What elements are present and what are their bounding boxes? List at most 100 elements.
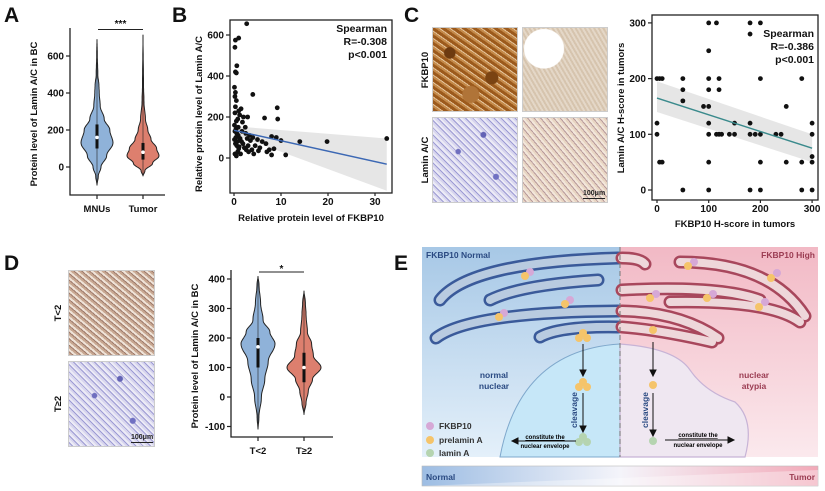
data-point — [680, 87, 686, 93]
data-point — [232, 94, 238, 99]
constitute-right-2: nuclear envelope — [673, 443, 723, 449]
plot-frame-b — [229, 19, 393, 194]
constitute-left-2: nuclear envelope — [520, 444, 570, 450]
data-point — [758, 187, 763, 193]
data-point — [799, 187, 805, 193]
violin-median — [141, 150, 145, 154]
data-point — [266, 147, 272, 153]
x-tick-label: 300 — [804, 204, 821, 215]
scatter-chart-b: Relative protein level of FKBP10 Relativ… — [194, 19, 393, 224]
legend-swatch-lamin — [426, 449, 434, 457]
regression-line — [656, 97, 813, 149]
stat-method-b: Spearman — [336, 23, 387, 35]
data-point — [245, 114, 251, 120]
panel-label-e: E — [394, 252, 408, 275]
violin-median — [256, 345, 260, 349]
data-point — [232, 110, 238, 116]
data-point — [233, 118, 239, 124]
x-tick-label: 0 — [654, 204, 660, 215]
data-point — [234, 63, 240, 69]
data-point — [706, 87, 712, 93]
right-nucleus-label-1: nuclear — [739, 370, 770, 380]
data-point — [706, 120, 712, 126]
data-point — [233, 104, 238, 110]
y-tick-label: 600 — [47, 52, 64, 63]
y-tick-label: 100 — [208, 363, 225, 374]
data-point — [706, 20, 712, 26]
left-title: FKBP10 Normal — [426, 250, 490, 260]
data-point — [719, 131, 725, 137]
data-point — [680, 187, 686, 193]
row-label-t-ge2: T≥2 — [53, 396, 64, 412]
axis-a — [69, 28, 165, 196]
y-tick-label: 0 — [640, 186, 646, 197]
data-point — [747, 187, 753, 193]
stat-method-c: Spearman — [763, 28, 814, 40]
violin-chart-a: *** Protein level of Lamin A/C in BC 0 20… — [29, 19, 165, 215]
data-point — [809, 120, 815, 126]
data-point — [680, 76, 686, 81]
fkbp10-prelamin-pair — [755, 298, 769, 311]
ylabel-a: Protein level of Lamin A/C in BC — [29, 41, 40, 186]
y-tick-label: 100 — [629, 130, 646, 141]
arrows — [510, 342, 736, 445]
data-point — [799, 76, 805, 81]
data-point — [235, 124, 241, 130]
data-point — [701, 104, 706, 109]
x-tick-label: 0 — [231, 197, 237, 208]
y-tick-label: 200 — [208, 334, 225, 345]
data-point — [783, 159, 789, 165]
data-point — [250, 92, 256, 97]
gradient-bar-wedge — [422, 470, 818, 486]
row-label-t-lt2: T<2 — [53, 305, 64, 322]
data-point — [758, 131, 763, 137]
cleavage-right: cleavage — [640, 392, 650, 428]
data-point — [747, 31, 753, 37]
data-point — [232, 122, 237, 128]
data-point — [659, 159, 665, 165]
legend-label-lamin: lamin A — [439, 448, 469, 458]
y-tick-label: 300 — [208, 304, 225, 315]
constitute-left-1: constitute the — [525, 435, 565, 441]
regression-line — [233, 129, 387, 165]
x-tick-label: T≥2 — [296, 446, 312, 457]
data-point — [233, 98, 239, 103]
x-tick-label: 200 — [752, 204, 769, 215]
data-point — [234, 139, 240, 145]
data-point — [384, 136, 390, 141]
ihc-t-ge2-image — [68, 361, 155, 447]
data-point — [714, 20, 719, 26]
stat-r-b: R=-0.308 — [344, 36, 388, 48]
violin-median — [302, 365, 306, 370]
fkbp10-prelamin-pair — [703, 290, 717, 302]
axis-d — [230, 270, 333, 438]
y-tick-label: 200 — [629, 74, 646, 85]
right-title: FKBP10 High — [761, 250, 815, 260]
x-tick-label: MNUs — [84, 204, 111, 215]
legend-e: FKBP10 prelamin A lamin A — [426, 421, 483, 458]
data-point — [244, 21, 250, 27]
data-point — [752, 131, 758, 137]
data-point — [758, 20, 763, 26]
data-point — [271, 146, 277, 152]
x-tick-label: 20 — [322, 197, 334, 208]
y-tick-label: 400 — [47, 89, 64, 100]
stat-p-c: p<0.001 — [775, 54, 814, 66]
panel-label-c: C — [404, 4, 419, 27]
data-point — [232, 84, 237, 90]
data-point — [232, 44, 238, 50]
data-point — [809, 154, 815, 159]
data-point — [275, 116, 281, 122]
prelamin-single — [649, 326, 657, 334]
data-point — [659, 76, 665, 81]
constitute-right-1: constitute the — [678, 433, 718, 439]
scale-bar-d: 100μm — [131, 434, 154, 443]
plot-frame-c — [651, 14, 819, 201]
data-point — [747, 20, 753, 26]
left-nucleus-label-1: normal — [480, 370, 508, 380]
ihc-fkbp10-high-image — [432, 27, 518, 112]
data-point — [269, 152, 274, 158]
x-tick-label: 100 — [700, 204, 717, 215]
data-point — [758, 159, 763, 165]
legend-swatch-fkbp10 — [426, 422, 434, 430]
